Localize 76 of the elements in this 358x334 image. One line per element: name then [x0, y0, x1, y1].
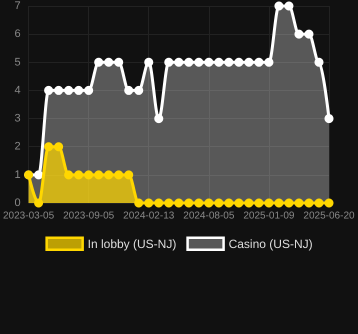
y-tick-label: 3 — [14, 112, 21, 125]
legend-label: In lobby (US-NJ) — [88, 236, 176, 251]
point — [164, 58, 174, 67]
point — [94, 170, 104, 180]
point — [194, 198, 204, 208]
point — [284, 198, 294, 208]
x-tick-label: 2025-06-20 — [303, 210, 356, 222]
x-tick-label: 2025-01-09 — [243, 210, 295, 222]
point — [114, 170, 124, 180]
point — [244, 58, 254, 67]
point — [134, 198, 144, 208]
x-tick-label: 2023-03-05 — [3, 210, 55, 222]
point — [184, 198, 194, 208]
y-tick-label: 4 — [14, 84, 21, 96]
point — [174, 58, 184, 67]
point — [224, 198, 234, 208]
y-tick-label: 6 — [14, 28, 21, 40]
point — [54, 86, 64, 95]
point — [294, 30, 304, 39]
point — [204, 58, 214, 67]
point — [44, 142, 54, 152]
point — [234, 58, 244, 67]
point — [194, 58, 204, 67]
point — [144, 58, 154, 67]
point — [144, 198, 154, 208]
point — [304, 198, 314, 208]
point — [114, 58, 124, 67]
y-tick-label: 2 — [14, 140, 21, 153]
point — [154, 114, 164, 124]
point — [34, 198, 44, 208]
point — [324, 114, 334, 124]
point — [264, 198, 274, 208]
y-tick-label: 7 — [14, 0, 21, 12]
point — [64, 86, 74, 95]
point — [134, 86, 144, 95]
point — [254, 198, 264, 208]
point — [104, 170, 114, 180]
point — [74, 170, 84, 180]
point — [274, 198, 284, 208]
point — [44, 86, 54, 95]
point — [84, 86, 94, 95]
point — [34, 170, 44, 180]
y-tick-label: 1 — [14, 168, 21, 181]
point — [124, 86, 134, 95]
point — [284, 2, 294, 10]
point — [324, 198, 334, 208]
point — [214, 58, 224, 67]
point — [264, 58, 274, 67]
point — [204, 198, 214, 208]
point — [244, 198, 254, 208]
point — [124, 170, 134, 180]
point — [314, 58, 324, 67]
point — [64, 170, 74, 180]
point — [184, 58, 194, 67]
point — [214, 198, 224, 208]
point — [254, 58, 264, 67]
x-tick-label: 2023-09-05 — [63, 210, 115, 222]
point — [84, 170, 94, 180]
point — [234, 198, 244, 208]
point — [314, 198, 324, 208]
point — [174, 198, 184, 208]
point — [224, 58, 234, 67]
x-tick-label: 2024-08-05 — [183, 210, 235, 222]
point — [54, 142, 64, 152]
point — [274, 2, 284, 10]
x-tick-label: 2024-02-13 — [123, 210, 175, 222]
point — [94, 58, 104, 67]
point — [74, 86, 84, 95]
y-tick-label: 5 — [14, 56, 21, 68]
point — [104, 58, 114, 67]
point — [304, 30, 314, 39]
point — [294, 198, 304, 208]
point — [154, 198, 164, 208]
legend-label: Casino (US-NJ) — [228, 236, 313, 251]
y-tick-label: 0 — [14, 197, 21, 209]
point — [164, 198, 174, 208]
